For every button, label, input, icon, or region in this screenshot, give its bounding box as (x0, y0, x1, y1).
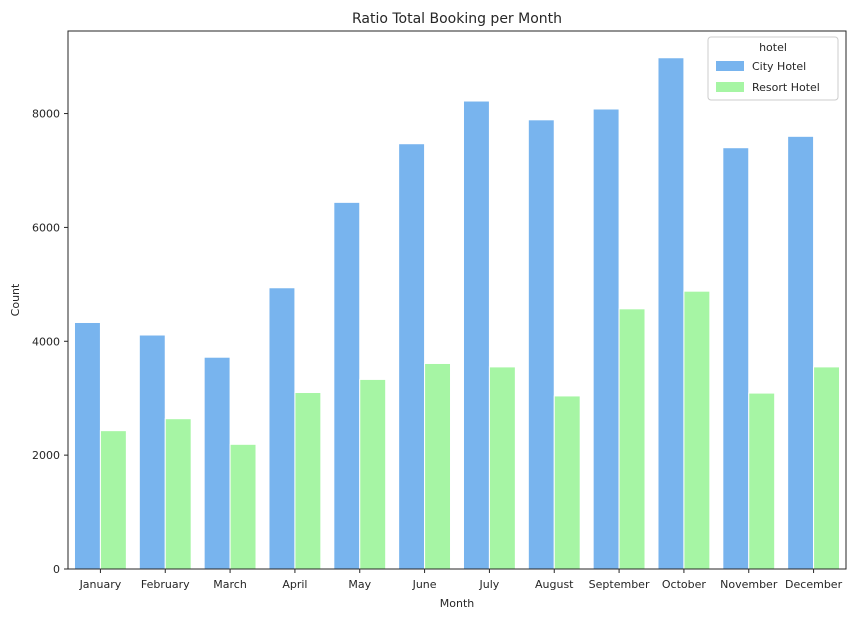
bar-city-hotel-march (203, 356, 231, 570)
x-tick-label-january: January (79, 578, 122, 591)
bar-resort-hotel-august (553, 395, 581, 570)
legend-label-city-hotel: City Hotel (752, 60, 806, 73)
y-tick-label: 6000 (32, 221, 60, 234)
bar-city-hotel-november (722, 147, 750, 570)
x-tick-label-november: November (720, 578, 778, 591)
bar-city-hotel-october (657, 57, 685, 570)
x-axis: January February March April May June July Augu… (79, 569, 843, 591)
y-axis-label: Count (9, 283, 22, 316)
plot-frame (67, 30, 847, 570)
bar-resort-hotel-may (359, 378, 387, 570)
x-tick-label-july: July (479, 578, 500, 591)
x-tick-label-april: April (282, 578, 307, 591)
y-tick-label: 0 (53, 563, 60, 576)
x-tick-label-september: September (589, 578, 650, 591)
legend-title: hotel (759, 41, 787, 54)
legend-swatch-resort-hotel (716, 82, 744, 92)
bar-resort-hotel-december (813, 366, 841, 570)
bar-city-hotel-august (527, 119, 555, 570)
chart-title: Ratio Total Booking per Month (352, 11, 562, 27)
bar-resort-hotel-november (748, 392, 776, 570)
bar-resort-hotel-october (683, 290, 711, 570)
y-axis: 0 2000 4000 6000 8000 (32, 108, 68, 576)
x-tick-label-december: December (785, 578, 843, 591)
y-tick-label: 2000 (32, 449, 60, 462)
legend-swatch-city-hotel (716, 61, 744, 71)
legend: hotel City Hotel Resort Hotel (707, 36, 839, 101)
bar-city-hotel-april (268, 287, 296, 570)
bar-resort-hotel-september (618, 308, 646, 570)
x-tick-label-october: October (662, 578, 706, 591)
bar-city-hotel-february (138, 334, 166, 570)
y-tick-label: 4000 (32, 335, 60, 348)
bar-city-hotel-june (398, 143, 426, 570)
bar-city-hotel-september (592, 108, 620, 570)
y-tick-label: 8000 (32, 108, 60, 121)
x-tick-label-march: March (213, 578, 247, 591)
bar-resort-hotel-june (424, 362, 452, 570)
bar-city-hotel-january (73, 321, 101, 570)
bar-city-hotel-july (462, 100, 490, 570)
bar-resort-hotel-february (164, 418, 192, 570)
bar-city-hotel-december (787, 135, 815, 570)
x-tick-label-february: February (141, 578, 190, 591)
bar-resort-hotel-january (99, 430, 127, 570)
x-tick-label-june: June (412, 578, 437, 591)
bar-resort-hotel-july (488, 366, 516, 570)
bar-resort-hotel-march (229, 443, 257, 570)
x-tick-label-august: August (535, 578, 574, 591)
legend-label-resort-hotel: Resort Hotel (752, 81, 820, 94)
x-axis-label: Month (440, 597, 475, 610)
bar-resort-hotel-april (294, 392, 322, 570)
plot-area (73, 57, 841, 570)
x-tick-label-may: May (348, 578, 371, 591)
bar-city-hotel-may (333, 201, 361, 570)
